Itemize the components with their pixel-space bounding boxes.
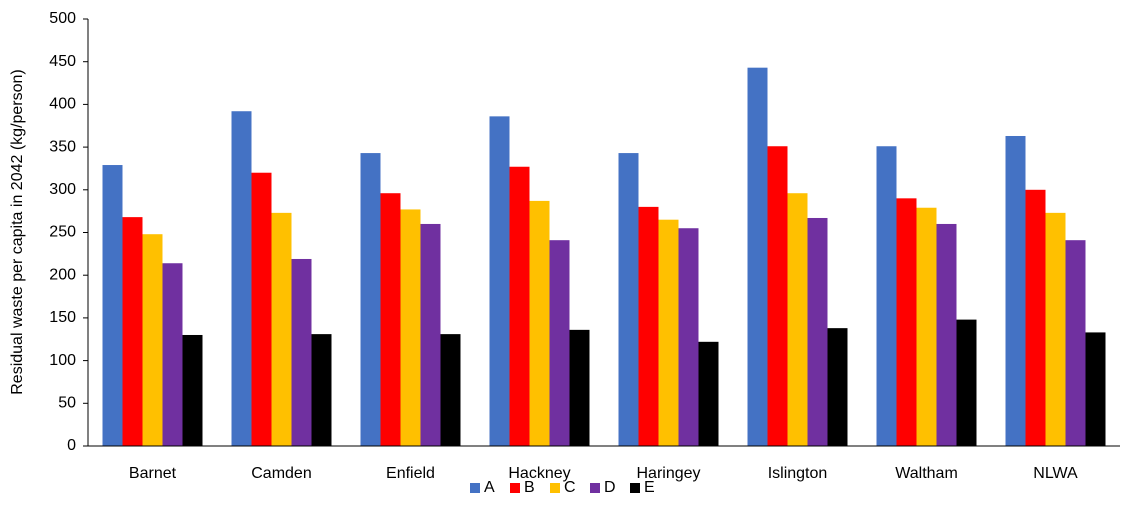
bar bbox=[1005, 135, 1026, 447]
legend-swatch bbox=[550, 483, 560, 493]
bar bbox=[489, 116, 510, 446]
bar bbox=[122, 217, 143, 446]
bar bbox=[231, 111, 252, 447]
y-tick-label: 150 bbox=[49, 309, 76, 326]
legend-swatch bbox=[470, 483, 480, 493]
bar bbox=[747, 67, 768, 446]
x-tick-label: Camden bbox=[251, 465, 311, 482]
bar bbox=[440, 334, 461, 446]
bar bbox=[916, 207, 937, 446]
bar bbox=[549, 240, 570, 446]
y-tick-label: 450 bbox=[49, 53, 76, 70]
bar bbox=[1085, 332, 1106, 446]
y-tick-label: 300 bbox=[49, 181, 76, 198]
legend-label: D bbox=[604, 479, 616, 496]
y-tick-label: 200 bbox=[49, 266, 76, 283]
legend-label: E bbox=[644, 479, 655, 496]
x-tick-label: Waltham bbox=[895, 465, 958, 482]
bar bbox=[1025, 189, 1046, 447]
bar bbox=[271, 212, 292, 446]
bar bbox=[876, 146, 897, 446]
bar bbox=[767, 146, 788, 446]
y-axis-label: Residual waste per capita in 2042 (kg/pe… bbox=[9, 69, 26, 395]
bar bbox=[102, 165, 123, 446]
y-tick-label: 350 bbox=[49, 138, 76, 155]
bar bbox=[618, 153, 639, 446]
bar bbox=[1065, 240, 1086, 446]
bar bbox=[251, 172, 272, 446]
x-tick-label: Enfield bbox=[386, 465, 435, 482]
bar bbox=[420, 223, 441, 446]
bar bbox=[162, 263, 183, 446]
y-tick-label: 400 bbox=[49, 96, 76, 113]
bar bbox=[896, 198, 917, 446]
bar bbox=[827, 328, 848, 446]
bar bbox=[529, 200, 550, 446]
bar bbox=[360, 153, 381, 446]
x-tick-label: Haringey bbox=[636, 465, 700, 482]
bar bbox=[658, 219, 679, 446]
x-tick-label: Islington bbox=[768, 465, 828, 482]
bar bbox=[936, 223, 957, 446]
bar bbox=[956, 319, 977, 446]
y-tick-label: 250 bbox=[49, 224, 76, 241]
legend-label: A bbox=[484, 479, 495, 496]
bar bbox=[142, 234, 163, 446]
bar bbox=[787, 193, 808, 446]
bar bbox=[509, 166, 530, 446]
bar bbox=[1045, 212, 1066, 446]
legend-swatch bbox=[510, 483, 520, 493]
bar bbox=[569, 329, 590, 446]
bar bbox=[400, 209, 421, 446]
y-tick-label: 100 bbox=[49, 352, 76, 369]
legend-label: B bbox=[524, 479, 535, 496]
x-tick-label: Hackney bbox=[508, 465, 570, 482]
bar bbox=[807, 217, 828, 446]
bar bbox=[638, 206, 659, 446]
y-tick-label: 500 bbox=[49, 10, 76, 27]
bar bbox=[182, 334, 203, 446]
legend-swatch bbox=[630, 483, 640, 493]
bar bbox=[678, 228, 699, 446]
legend-label: C bbox=[564, 479, 576, 496]
legend-swatch bbox=[590, 483, 600, 493]
bar bbox=[311, 334, 332, 446]
bar bbox=[380, 193, 401, 446]
y-tick-label: 0 bbox=[67, 437, 76, 454]
bar bbox=[698, 341, 719, 446]
y-tick-label: 50 bbox=[58, 395, 76, 412]
x-tick-label: Barnet bbox=[129, 465, 177, 482]
bar bbox=[291, 258, 312, 446]
x-tick-label: NLWA bbox=[1033, 465, 1078, 482]
